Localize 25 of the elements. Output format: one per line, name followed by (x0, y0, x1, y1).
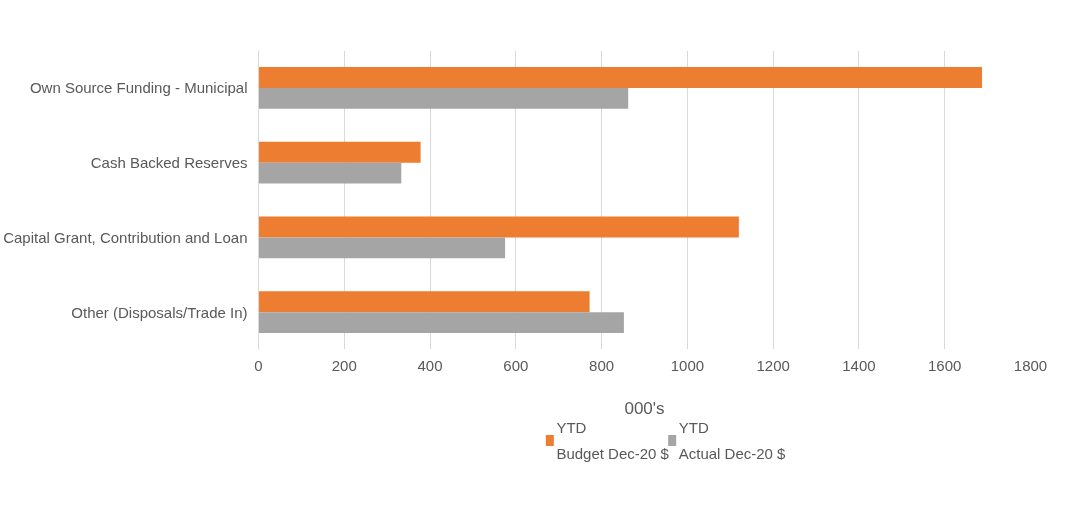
x-tick-label: 1400 (842, 356, 876, 374)
x-tick-label: 1000 (670, 356, 705, 374)
x-tick-label: 400 (417, 356, 443, 374)
bar (258, 66, 983, 88)
legend-label: YTD Actual Dec-20 $ (678, 419, 787, 462)
x-tick-label: 600 (503, 356, 529, 374)
x-axis-title: 000's (624, 398, 665, 418)
bar (258, 162, 402, 184)
x-tick-label: 1600 (928, 356, 962, 374)
bar (258, 141, 421, 163)
y-tick-label: Capital Grant, Contribution and Loan (3, 228, 248, 246)
bar (258, 312, 624, 334)
x-tick-label: 200 (331, 356, 357, 374)
x-tick-label: 0 (254, 356, 263, 374)
bar (258, 216, 739, 238)
bar (258, 291, 590, 313)
bar (258, 237, 506, 259)
legend-label: YTD Budget Dec-20 $ (556, 419, 670, 462)
x-tick-label: 1200 (756, 356, 790, 374)
y-tick-label: Cash Backed Reserves (90, 154, 248, 172)
bar (258, 87, 629, 109)
x-tick-label: 1800 (1013, 356, 1048, 374)
x-tick-label: 800 (589, 356, 615, 374)
y-tick-label: Own Source Funding - Municipal (29, 79, 248, 97)
y-tick-label: Other (Disposals/Trade In) (71, 303, 248, 321)
